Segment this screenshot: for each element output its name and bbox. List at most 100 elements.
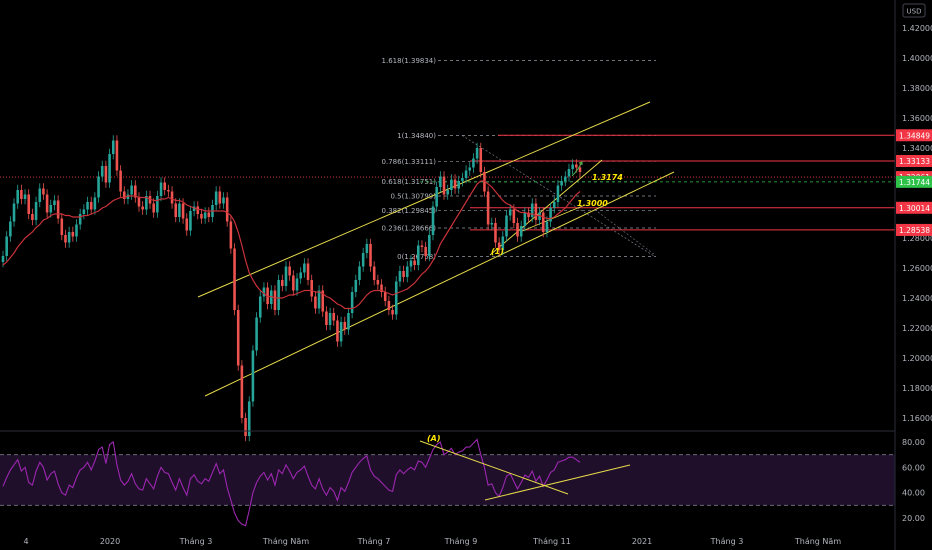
candle-body — [178, 203, 181, 217]
candle-body — [281, 280, 284, 286]
candle-body — [64, 235, 67, 243]
candle-body — [450, 179, 453, 190]
trend-channels[interactable] — [197, 101, 675, 397]
time-tick-label: Tháng 9 — [444, 537, 478, 546]
candle-body — [86, 202, 89, 210]
candle-body — [453, 179, 457, 189]
candle-body — [122, 191, 126, 199]
candle-body — [303, 263, 306, 273]
candle-body — [56, 200, 60, 219]
fib-level-label: 0(1.26758) — [397, 253, 436, 261]
fib-level-label: 0.786(1.33111) — [382, 158, 437, 166]
price-badge[interactable]: 1.33133 — [896, 155, 932, 168]
candle-body — [89, 202, 93, 210]
candle-body — [486, 191, 490, 225]
candle-body — [222, 197, 225, 204]
candle-body — [435, 187, 438, 207]
price-badge[interactable]: 1.34849 — [896, 129, 932, 142]
price-badge-box — [896, 129, 932, 142]
price-tick-label: 1.40000 — [902, 54, 932, 63]
horizontal-levels[interactable] — [0, 134, 895, 231]
currency-label: USD — [907, 8, 922, 16]
candle-body — [229, 221, 233, 249]
candle-body — [111, 140, 115, 154]
candle-body — [519, 226, 523, 237]
price-tick-label: 1.36000 — [902, 114, 932, 123]
candle-body — [564, 176, 567, 181]
projection-arrow — [571, 161, 583, 177]
candle-body — [295, 278, 299, 291]
price-tick-label: 1.16000 — [902, 414, 932, 423]
candle-body — [9, 221, 12, 237]
candle-body — [431, 206, 435, 235]
candle-body — [75, 224, 78, 237]
price-badge-box — [896, 155, 932, 168]
candle-body — [428, 235, 431, 256]
candle-body — [262, 287, 266, 297]
rsi-tick-label: 40.00 — [902, 489, 925, 498]
candle-body — [534, 203, 538, 220]
fib-level-label: 0.5(1.30799) — [390, 193, 436, 201]
rsi-trendline-lower — [484, 464, 631, 501]
candle-body — [192, 206, 196, 211]
candle-body — [207, 212, 211, 217]
candle-body — [130, 185, 133, 195]
candle-body — [461, 178, 464, 181]
candle-body — [413, 260, 416, 265]
price-tick-label: 1.28000 — [902, 234, 932, 243]
candle-body — [541, 212, 545, 232]
price-badge-label: 1.33133 — [899, 157, 930, 166]
currency-badge[interactable]: USD — [902, 3, 926, 18]
candle-body — [578, 167, 582, 172]
time-tick-label: Tháng 3 — [179, 537, 213, 546]
price-badge-label: 1.34849 — [899, 131, 930, 140]
candle-body — [501, 236, 505, 250]
candle-body — [258, 296, 262, 318]
candle-body — [159, 182, 163, 196]
candle-body — [156, 196, 159, 213]
price-axis[interactable]: 1.420001.400001.380001.360001.340001.320… — [896, 24, 932, 523]
price-badge[interactable]: 1.30014 — [896, 201, 932, 214]
rsi-line — [2, 438, 581, 527]
candle-body — [512, 209, 516, 223]
price-badge[interactable]: 1.28538 — [896, 223, 932, 236]
time-tick-label: Tháng Năm — [794, 537, 841, 546]
price-tick-label: 1.24000 — [902, 294, 932, 303]
candle-body — [53, 200, 56, 205]
level-annotation-b: 1.3000 — [577, 199, 608, 208]
candle-body — [236, 310, 240, 366]
candle-body — [472, 158, 475, 168]
candle-body — [31, 214, 34, 220]
price-badge[interactable]: 1.31744 — [896, 175, 932, 188]
candle-body — [82, 209, 86, 214]
candle-body — [490, 223, 494, 225]
candle-body — [332, 313, 336, 321]
candle-body — [365, 244, 369, 253]
candle-body — [200, 214, 203, 219]
fib-level-label: 1.618(1.39834) — [382, 57, 437, 65]
candle-body — [317, 290, 321, 309]
candle-body — [240, 365, 244, 418]
rsi-tick-label: 60.00 — [902, 463, 925, 472]
candle-body — [71, 232, 75, 237]
candle-body — [5, 236, 8, 256]
rsi-tick-label: 80.00 — [902, 438, 925, 447]
candle-body — [545, 221, 549, 232]
candle-body — [325, 311, 328, 325]
candle-body — [420, 245, 424, 247]
rsi-tick-label: 20.00 — [902, 514, 925, 523]
fib-level-label: 0.618(1.31751) — [382, 178, 437, 186]
candle-body — [530, 203, 534, 217]
candle-body — [380, 284, 383, 292]
time-axis[interactable]: 4 2020 Tháng 3 Tháng Năm Tháng 7 Tháng 9 Tháng… — [23, 537, 841, 546]
wave-label-a: (A) — [427, 434, 441, 443]
candle-body — [405, 266, 409, 277]
candle-body — [152, 203, 155, 213]
candle-body — [181, 203, 185, 219]
candle-body — [233, 248, 236, 310]
candle-body — [277, 280, 280, 310]
rsi-band-fill — [0, 454, 895, 506]
candle-body — [424, 247, 427, 256]
candle-body — [464, 170, 468, 178]
